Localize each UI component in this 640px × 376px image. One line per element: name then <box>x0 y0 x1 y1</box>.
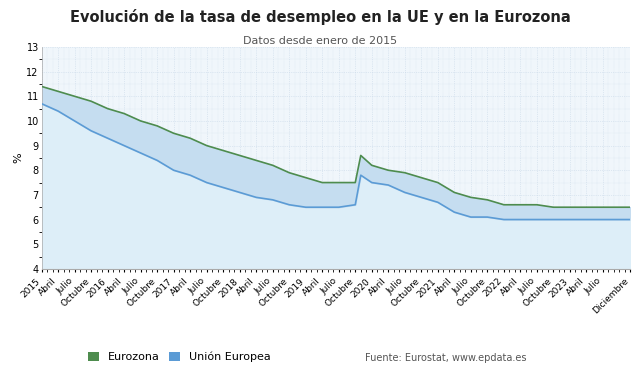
Unión Europea <box>131 148 139 153</box>
Unión Europea <box>313 205 321 209</box>
Eurozona <box>131 116 139 121</box>
Eurozona <box>544 204 552 209</box>
Eurozona <box>99 104 106 108</box>
Eurozona <box>38 84 45 89</box>
Eurozona <box>621 205 628 209</box>
Eurozona <box>627 205 634 209</box>
Unión Europea <box>621 217 628 222</box>
Eurozona <box>506 203 513 207</box>
Eurozona <box>313 179 321 183</box>
Text: Datos desde enero de 2015: Datos desde enero de 2015 <box>243 36 397 46</box>
Unión Europea <box>627 217 634 222</box>
Unión Europea <box>99 133 106 138</box>
Text: Fuente: Eurostat, www.epdata.es: Fuente: Eurostat, www.epdata.es <box>365 353 526 363</box>
Unión Europea <box>500 217 508 222</box>
Text: Evolución de la tasa de desempleo en la UE y en la Eurozona: Evolución de la tasa de desempleo en la … <box>70 9 570 26</box>
Unión Europea <box>38 102 45 106</box>
Eurozona <box>550 205 557 209</box>
Line: Unión Europea: Unión Europea <box>42 104 630 220</box>
Unión Europea <box>511 217 518 222</box>
Unión Europea <box>550 217 557 222</box>
Legend: Eurozona, Unión Europea: Eurozona, Unión Europea <box>83 347 275 367</box>
Y-axis label: %: % <box>13 153 24 163</box>
Line: Eurozona: Eurozona <box>42 86 630 207</box>
